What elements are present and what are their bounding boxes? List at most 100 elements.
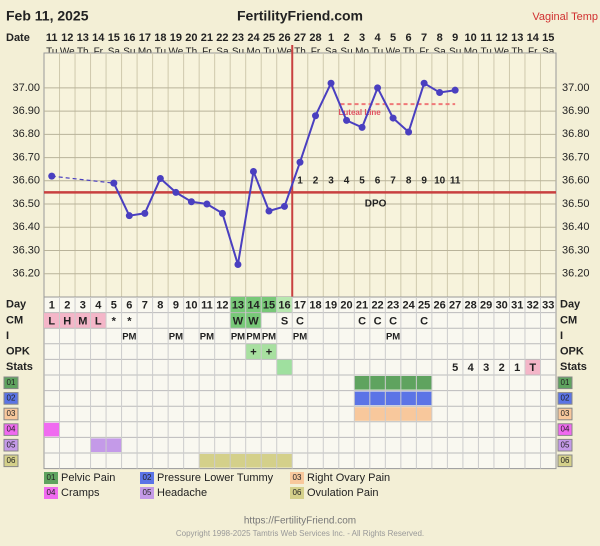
- footer-copyright: Copyright 1998-2025 Tamtris Web Services…: [176, 529, 424, 538]
- gap-connector: [51, 175, 114, 184]
- weekday-label: Fr: [311, 47, 321, 58]
- cell-text: 2: [499, 362, 505, 374]
- symptom-code-box: [3, 454, 19, 468]
- date-label: 27: [294, 32, 306, 44]
- cell-text: C: [389, 315, 397, 327]
- weekday-label: Su: [123, 47, 135, 58]
- row-label: I: [6, 330, 9, 342]
- temp-point: [234, 260, 242, 268]
- cell-text: 21: [356, 300, 368, 312]
- cell-bg: [245, 343, 262, 360]
- dpo-number: 3: [328, 175, 334, 186]
- symptom-cell: [416, 376, 432, 390]
- symptom-code-right-box: [557, 376, 573, 390]
- date-label: 9: [452, 32, 458, 44]
- legend-box: [44, 487, 58, 499]
- weekday-label: Th: [186, 47, 198, 58]
- temp-point: [405, 128, 413, 136]
- date-label: 10: [465, 32, 477, 44]
- site-title: FertilityFriend.com: [237, 8, 363, 24]
- legend-box: [140, 487, 154, 499]
- cell-text: 20: [340, 300, 352, 312]
- legend-code: 06: [293, 488, 302, 497]
- temp-point: [249, 168, 257, 176]
- date-label: 18: [154, 32, 166, 44]
- cell-text: W: [248, 315, 259, 327]
- y-tick-label-right: 37.00: [562, 82, 590, 94]
- weekday-label: Su: [340, 47, 352, 58]
- cell-text: 26: [434, 300, 446, 312]
- cell-text: 16: [278, 300, 290, 312]
- legend-box: [140, 472, 154, 484]
- dpo-number: 4: [344, 175, 350, 186]
- temp-point: [265, 207, 273, 215]
- y-tick-label: 36.30: [12, 244, 40, 256]
- plot-area: [43, 52, 557, 298]
- temp-point: [436, 89, 444, 97]
- row-label-right: OPK: [560, 346, 584, 358]
- cell-bg: [261, 343, 277, 360]
- cell-text: PM: [169, 332, 183, 343]
- symptom-cell: [385, 407, 401, 421]
- legend-code: 01: [47, 473, 56, 482]
- weekday-label: Mo: [355, 47, 369, 58]
- date-label: 11: [480, 32, 492, 44]
- symptom-cell: [245, 454, 262, 468]
- weekday-label: We: [277, 47, 292, 58]
- chart-date: Feb 11, 2025: [6, 8, 89, 24]
- weekday-label: We: [494, 47, 509, 58]
- cell-text: 30: [496, 300, 508, 312]
- cell-text: W: [233, 315, 244, 327]
- weekday-label: We: [60, 47, 75, 58]
- symptom-cell: [385, 376, 401, 390]
- weekday-label: Mo: [247, 47, 261, 58]
- date-label: 6: [406, 32, 412, 44]
- date-label: 8: [437, 32, 443, 44]
- symptom-code-box: [3, 392, 19, 405]
- date-label: 14: [527, 32, 540, 44]
- weekday-label: Sa: [542, 47, 555, 58]
- cell-text: 19: [325, 300, 337, 312]
- temp-point: [312, 112, 320, 120]
- dpo-number: 10: [434, 175, 446, 186]
- symptom-cell: [416, 391, 432, 406]
- symptom-cell: [90, 438, 107, 452]
- row-label-right: I: [560, 330, 563, 342]
- symptom-code-box: [3, 376, 19, 390]
- date-label: Date: [6, 32, 30, 44]
- weekday-label: Mo: [464, 47, 478, 58]
- symptom-code-right-box: [557, 438, 573, 452]
- cell-text: 11: [201, 300, 213, 312]
- date-label: 13: [511, 32, 523, 44]
- cell-text: PM: [293, 332, 307, 343]
- dpo-number: 6: [375, 175, 381, 186]
- temp-point: [296, 158, 304, 166]
- cell-text: L: [48, 315, 55, 327]
- date-label: 17: [139, 32, 151, 44]
- cell-text: L: [95, 315, 102, 327]
- cell-text: H: [63, 315, 71, 327]
- cell-bg: [230, 312, 246, 329]
- dpo-number: 11: [450, 175, 461, 186]
- legend-box: [290, 472, 304, 484]
- cell-text: 5: [111, 300, 117, 312]
- symptom-code-box: [3, 407, 19, 421]
- temp-point: [389, 114, 397, 122]
- cell-text: 9: [173, 300, 179, 312]
- cell-text: 15: [263, 300, 275, 312]
- date-label: 15: [108, 32, 120, 44]
- cell-text: C: [358, 315, 366, 327]
- y-tick-label-right: 36.40: [562, 221, 590, 233]
- dpo-number: 9: [421, 175, 427, 186]
- legend-code: 04: [47, 488, 56, 497]
- weekday-label: Su: [232, 47, 244, 58]
- row-label: Stats: [6, 361, 33, 373]
- cell-text: 2: [64, 300, 70, 312]
- symptom-code-right: 03: [561, 409, 570, 418]
- weekday-label: Sa: [108, 47, 121, 58]
- cell-text: 3: [80, 300, 86, 312]
- symptom-code-box: [3, 423, 19, 436]
- y-tick-label-right: 36.70: [562, 151, 590, 163]
- cell-bg: [90, 312, 107, 329]
- cell-text: 1: [49, 300, 55, 312]
